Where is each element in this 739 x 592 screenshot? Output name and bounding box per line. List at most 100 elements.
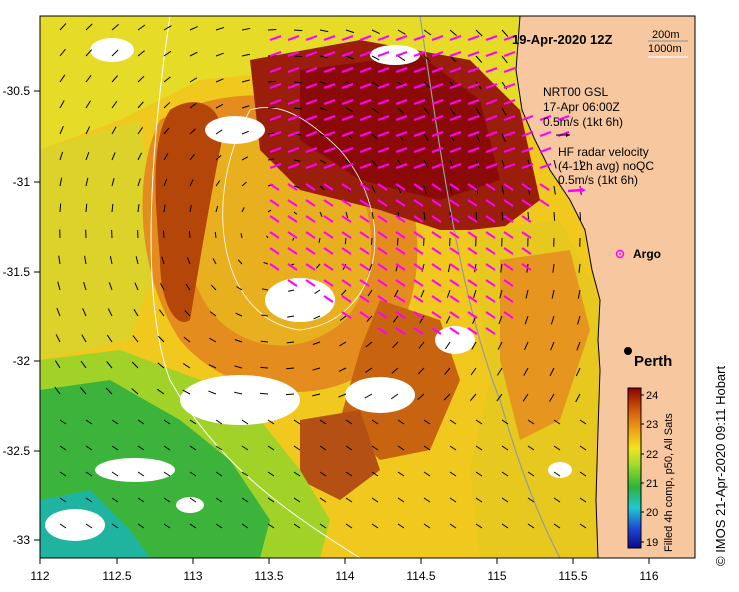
gsl-vector: [446, 289, 451, 298]
radar-vector: [521, 231, 532, 239]
gsl-vector: [57, 281, 61, 291]
gsl-vector: [371, 211, 374, 219]
gsl-vector: [293, 497, 301, 503]
radar-legend-scale: 0.5m/s (1kt 6h): [558, 173, 638, 187]
gsl-vector: [161, 256, 165, 265]
radar-vector: [341, 279, 352, 287]
gsl-vector: [397, 107, 405, 114]
radar-vector: [413, 67, 426, 73]
gsl-vector: [215, 471, 223, 477]
radar-vector: [431, 279, 442, 287]
gsl-vector: [85, 203, 88, 213]
gsl-vector: [215, 205, 219, 213]
radar-vector: [449, 263, 460, 271]
radar-vector: [287, 35, 300, 41]
radar-vector: [395, 163, 408, 169]
cloud-gap: [180, 375, 300, 425]
sst-warm-south: [340, 300, 460, 460]
radar-vector: [449, 51, 462, 57]
radar-vector: [539, 183, 550, 191]
argo-label: Argo: [633, 247, 661, 261]
gsl-vector: [501, 185, 505, 195]
radar-vector: [359, 99, 372, 105]
radar-vector: [539, 147, 552, 153]
gsl-vector: [184, 310, 191, 317]
gsl-vector: [111, 178, 115, 187]
radar-vector: [413, 327, 424, 335]
gsl-vector: [397, 29, 406, 35]
radar-vector: [269, 115, 282, 121]
radar-vector: [287, 279, 298, 287]
gsl-vector: [189, 179, 194, 187]
radar-vector: [431, 115, 444, 121]
radar-vector: [449, 163, 462, 169]
radar-vector: [431, 327, 442, 335]
gsl-vector: [319, 523, 327, 529]
gsl-vector: [267, 497, 275, 503]
gsl-vector: [473, 289, 477, 299]
gsl-vector: [156, 388, 165, 395]
cloud-gap: [95, 458, 175, 482]
radar-vector: [485, 163, 498, 169]
cloud-gap: [205, 116, 265, 144]
radar-vector: [287, 51, 300, 57]
radar-vector: [359, 147, 372, 153]
radar-vector: [395, 99, 408, 105]
gsl-vector: [345, 55, 354, 60]
radar-vector: [431, 35, 444, 41]
gsl-vector: [293, 471, 301, 477]
radar-vector: [485, 83, 498, 89]
gsl-vector: [551, 289, 555, 299]
gsl-vector: [163, 102, 171, 109]
gsl-vector: [208, 390, 217, 395]
gsl-vector: [397, 471, 405, 477]
gsl-vector: [391, 367, 399, 374]
gsl-vector: [497, 341, 503, 350]
plot-frame: [39, 15, 696, 559]
radar-vector: [413, 263, 424, 271]
radar-vector: [341, 147, 354, 153]
radar-vector: [323, 67, 336, 73]
gsl-vector: [163, 497, 171, 503]
gsl-vector: [209, 311, 217, 317]
gsl-vector: [423, 211, 426, 220]
gsl-arrows: [54, 23, 587, 529]
gsl-vector: [338, 393, 347, 398]
radar-vector: [467, 83, 480, 89]
gsl-vector: [314, 289, 321, 294]
radar-vector: [521, 247, 532, 255]
gsl-vector: [134, 282, 139, 291]
radar-vector: [431, 231, 442, 239]
gsl-vector: [59, 203, 62, 213]
gsl-vector: [549, 367, 555, 377]
gsl-vector: [550, 341, 555, 351]
radar-vector: [503, 163, 516, 169]
radar-vector: [395, 247, 406, 255]
radar-vector: [503, 295, 514, 303]
gsl-vector: [579, 497, 587, 503]
radar-vector: [503, 99, 516, 105]
gsl-vector: [237, 259, 243, 265]
radar-vector: [395, 67, 408, 73]
x-tick-label: 113.5: [254, 569, 283, 583]
radar-vector: [377, 263, 388, 271]
gsl-vector: [475, 107, 481, 116]
radar-vector: [449, 199, 460, 207]
gsl-vector: [293, 523, 301, 529]
gsl-vector: [423, 81, 431, 89]
radar-vector: [449, 115, 462, 121]
radar-vector: [305, 67, 318, 73]
gsl-vector: [267, 471, 275, 477]
gsl-vector: [111, 126, 117, 135]
radar-vector: [287, 163, 300, 169]
gsl-vector: [501, 29, 509, 37]
gsl-vector: [501, 211, 504, 221]
radar-vector: [431, 163, 444, 169]
radar-vector: [395, 263, 406, 271]
gsl-vector: [293, 29, 303, 32]
gsl-vector: [215, 419, 223, 425]
gsl-vector: [444, 367, 451, 375]
radar-legend: HF radar velocity (4-12h avg) noQC 0.5m/…: [558, 145, 654, 193]
gsl-vector: [285, 393, 295, 396]
radar-vector: [287, 183, 298, 191]
